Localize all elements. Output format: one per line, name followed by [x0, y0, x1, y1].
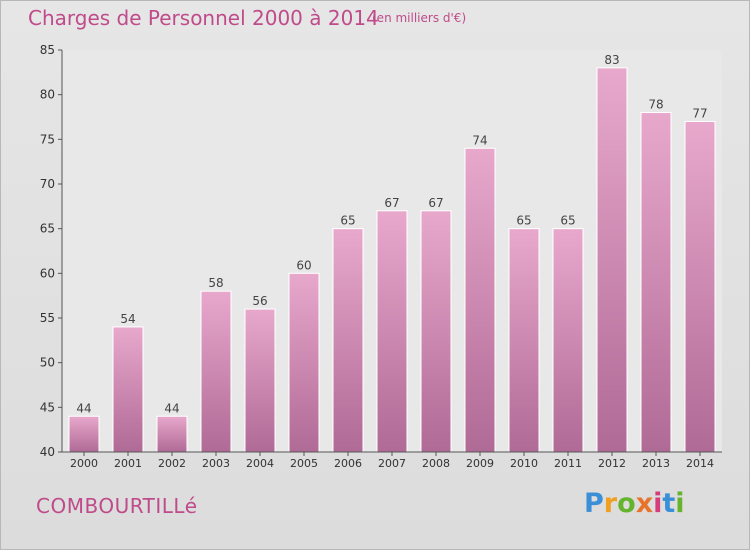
data-label-2013: 78	[648, 98, 663, 112]
logo-letter: r	[603, 488, 618, 519]
logo-letter: P	[584, 488, 604, 519]
bar-2012	[596, 67, 628, 453]
chart-title: Charges de Personnel 2000 à 2014	[28, 6, 379, 30]
x-tick-label-2010: 2010	[510, 457, 538, 470]
data-label-2001: 54	[120, 312, 135, 326]
y-tick-label-40: 40	[40, 445, 55, 459]
x-tick-label-2008: 2008	[422, 457, 450, 470]
x-tick-label-2001: 2001	[114, 457, 142, 470]
data-label-2000: 44	[76, 401, 91, 415]
bar-2010	[508, 228, 540, 453]
bar-2003	[200, 290, 232, 453]
x-tick-label-2006: 2006	[334, 457, 362, 470]
x-tick-label-2013: 2013	[642, 457, 670, 470]
bar-2001	[112, 326, 144, 453]
data-label-2007: 67	[384, 196, 399, 210]
logo-letter: o	[617, 488, 636, 519]
x-tick-label-2012: 2012	[598, 457, 626, 470]
bar-2006	[332, 228, 364, 453]
logo-letter: t	[662, 488, 676, 519]
logo-letter: i	[675, 488, 685, 519]
x-tick-label-2005: 2005	[290, 457, 318, 470]
commune-name: COMBOURTILLé	[36, 494, 198, 518]
x-tick-label-2009: 2009	[466, 457, 494, 470]
data-label-2006: 65	[340, 214, 355, 228]
x-tick-label-2014: 2014	[686, 457, 714, 470]
x-tick-label-2002: 2002	[158, 457, 186, 470]
bar-2009	[464, 147, 496, 453]
data-label-2009: 74	[472, 133, 487, 147]
data-label-2008: 67	[428, 196, 443, 210]
data-label-2005: 60	[296, 258, 311, 272]
x-tick-label-2004: 2004	[246, 457, 274, 470]
bar-2011	[552, 228, 584, 453]
bar-2014	[684, 120, 716, 453]
data-label-2014: 77	[692, 106, 707, 120]
logo-letter: i	[653, 488, 663, 519]
data-label-2012: 83	[604, 53, 619, 67]
x-tick-label-2011: 2011	[554, 457, 582, 470]
x-tick-label-2003: 2003	[202, 457, 230, 470]
x-tick-label-2000: 2000	[70, 457, 98, 470]
y-tick-label-75: 75	[40, 132, 55, 146]
bar-2000	[68, 415, 100, 453]
y-tick-label-60: 60	[40, 266, 55, 280]
chart-subtitle: (en milliers d'€)	[372, 11, 467, 25]
data-label-2002: 44	[164, 401, 179, 415]
data-label-2010: 65	[516, 214, 531, 228]
bar-2005	[288, 272, 320, 453]
y-tick-label-70: 70	[40, 177, 55, 191]
y-tick-label-45: 45	[40, 400, 55, 414]
y-tick-label-80: 80	[40, 88, 55, 102]
y-tick-label-50: 50	[40, 356, 55, 370]
proxiti-logo: Proxiti	[584, 488, 685, 519]
x-tick-label-2007: 2007	[378, 457, 406, 470]
data-label-2003: 58	[208, 276, 223, 290]
data-label-2004: 56	[252, 294, 267, 308]
y-tick-label-85: 85	[40, 43, 55, 57]
bar-2013	[640, 112, 672, 453]
logo-letter: x	[635, 488, 654, 519]
y-tick-label-55: 55	[40, 311, 55, 325]
bar-2004	[244, 308, 276, 453]
data-label-2011: 65	[560, 214, 575, 228]
bar-2008	[420, 210, 452, 453]
bar-2007	[376, 210, 408, 453]
y-tick-label-65: 65	[40, 222, 55, 236]
bar-2002	[156, 415, 188, 453]
